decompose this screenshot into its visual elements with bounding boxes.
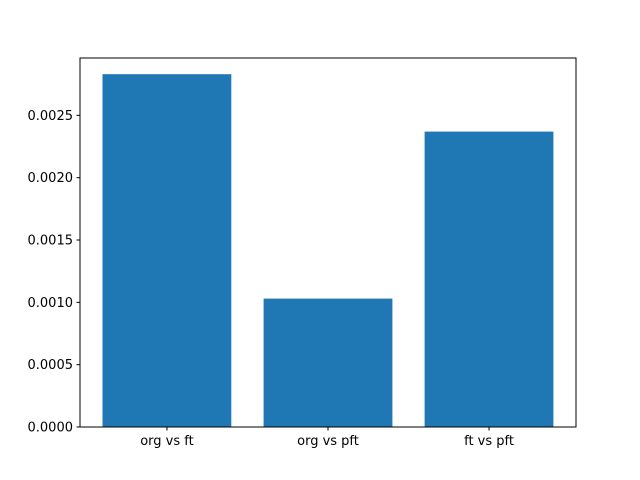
y-tick-label: 0.0000 [28,421,74,436]
bar-org-vs-pft [263,298,393,427]
x-tick-label-org-vs-pft: org vs pft [297,434,359,449]
y-tick-label: 0.0025 [28,109,74,124]
x-tick-label-org-vs-ft: org vs ft [140,434,194,449]
bar-ft-vs-pft [424,131,554,427]
bar-org-vs-ft [102,74,232,427]
x-tick-label-ft-vs-pft: ft vs pft [464,434,514,449]
y-tick-label: 0.0010 [28,296,74,311]
y-tick-label: 0.0005 [28,358,74,373]
y-tick-label: 0.0015 [28,234,74,249]
y-tick-label: 0.0020 [28,171,74,186]
